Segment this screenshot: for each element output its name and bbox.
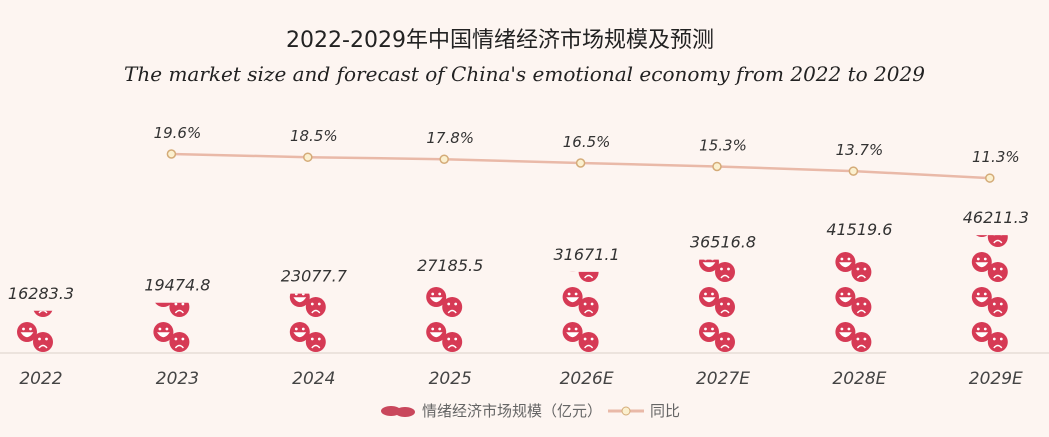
bar-2029E — [971, 235, 1008, 352]
x-tick-label: 2026E — [560, 369, 614, 389]
x-tick-label: 2027E — [696, 369, 750, 389]
chart-title: 2022-2029年中国情绪经济市场规模及预测 — [286, 28, 714, 53]
bar-label: 23077.7 — [281, 267, 348, 286]
yoy-point — [712, 161, 722, 172]
bar-label: 36516.8 — [690, 233, 756, 252]
yoy-label: 13.7% — [836, 141, 884, 159]
yoy-point — [575, 158, 586, 168]
bar-2026E — [562, 271, 599, 352]
x-tick-label: 2023 — [156, 369, 199, 389]
legend: 情绪经济市场规模（亿元） 同比 — [380, 400, 680, 421]
yoy-label: 11.3% — [972, 148, 1020, 166]
bar-label: 16283.3 — [8, 284, 74, 303]
yoy-label: 15.3% — [699, 136, 747, 154]
bar-2022 — [17, 310, 53, 352]
legend-line-label: 同比 — [650, 402, 681, 420]
bar-2025 — [426, 287, 463, 352]
bar-label: 41519.6 — [826, 220, 892, 239]
yoy-point — [303, 152, 313, 162]
yoy-point — [439, 154, 449, 164]
yoy-point — [985, 173, 995, 183]
bar-label: 27185.5 — [417, 256, 483, 275]
x-tick-label: 2022 — [19, 369, 62, 389]
bar-2023 — [153, 302, 190, 352]
bar-2028E — [835, 246, 872, 352]
yoy-point — [166, 149, 177, 159]
legend-line-icon — [608, 406, 645, 415]
x-tick-label: 2028E — [832, 369, 886, 389]
yoy-label: 17.8% — [426, 129, 474, 147]
yoy-label: 19.6% — [154, 124, 202, 142]
legend-bar-label: 情绪经济市场规模（亿元） — [422, 402, 603, 420]
yoy-label: 18.5% — [290, 127, 338, 145]
bar-label: 31671.1 — [554, 245, 620, 264]
bar-2027E — [699, 259, 735, 352]
x-tick-label: 2024 — [292, 369, 335, 389]
yoy-label: 16.5% — [563, 133, 611, 151]
bar-label: 19474.8 — [144, 276, 210, 295]
chart-subtitle: The market size and forecast of China's … — [124, 62, 925, 86]
bar-label: 46211.3 — [963, 208, 1029, 227]
x-tick-label: 2025 — [429, 369, 472, 389]
yoy-point — [848, 166, 859, 176]
bar-2024 — [289, 293, 326, 352]
x-tick-label: 2029E — [969, 369, 1023, 389]
legend-bar-icon — [381, 405, 415, 417]
